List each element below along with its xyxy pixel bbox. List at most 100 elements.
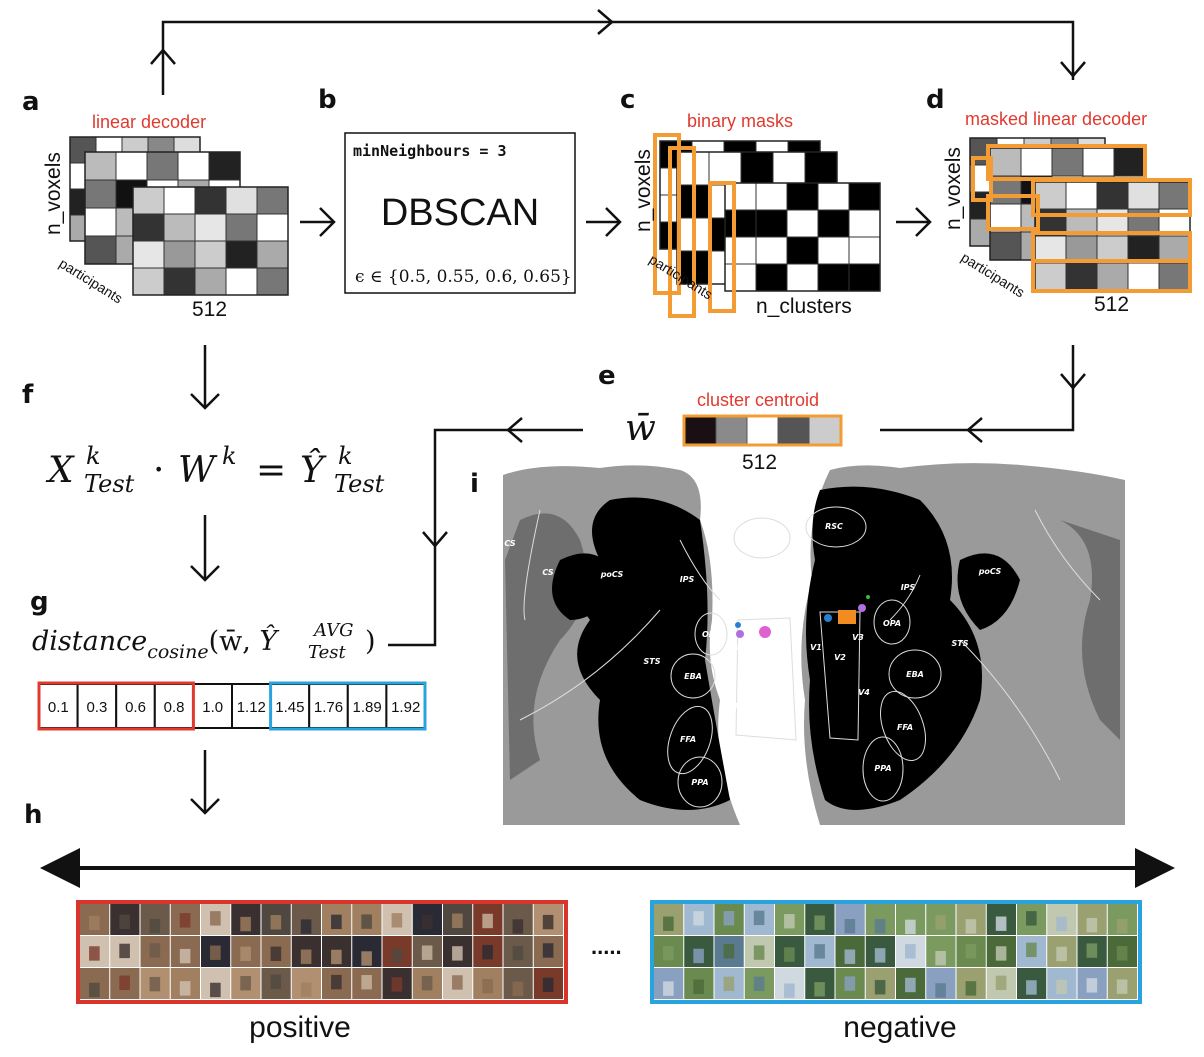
mid-matrix-cell: [84, 151, 117, 181]
thumbnail-detail: [784, 914, 795, 929]
thumbnail-detail: [179, 948, 191, 964]
distance-value: 1.0: [202, 699, 223, 716]
panel-label-f: f: [22, 380, 34, 410]
grid-border: [76, 900, 568, 1004]
thumbnail-detail: [1086, 917, 1098, 933]
mid-mask-cell: [740, 151, 774, 186]
thumbnail-detail: [331, 949, 342, 965]
roi-label: poCS: [978, 567, 1002, 576]
panel-label-e: e: [598, 361, 616, 391]
arrow-f-to-g: [190, 515, 220, 582]
front-matrix-cell: [163, 213, 196, 242]
arrow-e-to-g: [388, 417, 583, 647]
front-masked-cell: [1065, 262, 1098, 291]
front-matrix-cell: [256, 213, 289, 242]
thumbnail-detail: [723, 976, 735, 992]
dbscan-box: [344, 132, 576, 294]
front-mask-cell: [724, 263, 757, 292]
thumbnail-detail: [1086, 978, 1098, 993]
roi-label: V3: [852, 633, 864, 642]
thumbnail-detail: [874, 980, 886, 995]
distance-cell: [308, 683, 349, 729]
distance-value: 1.76: [314, 699, 343, 716]
thumbnail-detail: [89, 915, 100, 931]
front-matrix-cell: [194, 267, 227, 296]
centroid-size-512: 512: [742, 451, 777, 474]
distance-cell: [231, 683, 272, 729]
front-matrix-cell: [132, 240, 165, 269]
front-matrix-cell: [256, 186, 289, 215]
cluster-mask-column: [708, 181, 736, 313]
thumbnail-detail: [1026, 911, 1037, 926]
mid-matrix-cell: [208, 151, 241, 181]
thumbnail-detail: [210, 945, 221, 960]
mid-masked-cell: [989, 231, 1022, 261]
thumbnail-detail: [723, 944, 735, 959]
y-axis-n-voxels-c: n_voxels: [632, 149, 655, 232]
positive-bracket: [37, 681, 195, 731]
front-masked-cell: [1034, 235, 1067, 264]
linear-decoder-title: linear decoder: [92, 112, 206, 132]
thumbnail-detail: [270, 974, 282, 990]
binary-mask-matrices: [653, 133, 881, 318]
thumbnail-detail: [1086, 943, 1098, 958]
cluster-centroid-vector: [682, 414, 843, 447]
distance-value: 0.8: [164, 699, 185, 716]
thumbnail-detail: [482, 944, 493, 960]
thumbnail-detail: [1116, 979, 1128, 994]
distance-table: 0.1 0.3 0.6 0.8 1.0 1.12 1.45 1.76 1.89 1.92: [37, 681, 427, 731]
thumbnail-detail: [240, 916, 251, 932]
thumbnail-detail: [1056, 946, 1067, 962]
thumbnail-detail: [270, 915, 282, 930]
roi-label: V2: [754, 677, 766, 686]
roi-label: STS: [644, 657, 661, 666]
front-mask-cell: [724, 182, 757, 211]
front-masked-cell: [1158, 262, 1191, 291]
roi-labels: RSC RSC CS CS poCS poCS IPS IPS OPA OPA STS STS EBA E…: [504, 522, 1001, 787]
thumbnail-detail: [452, 975, 463, 990]
centroid-cell: [684, 416, 717, 445]
thumbnail-detail: [391, 913, 403, 928]
thumbnail-detail: [905, 919, 916, 935]
masked-decoder-matrices: [969, 137, 1192, 293]
front-masked-cell: [1127, 235, 1160, 264]
thumbnail-detail: [814, 982, 825, 997]
thumbnail-detail: [844, 919, 856, 934]
linear-decoder-matrices: [69, 136, 289, 296]
roi-label: EBA: [684, 672, 702, 681]
thumbnail-detail: [935, 983, 946, 998]
y-axis-n-voxels-d: n_voxels: [942, 147, 965, 230]
thumbnail-detail: [1056, 916, 1067, 932]
roi-label: STS: [952, 639, 969, 648]
arrow-b-to-c: [586, 207, 622, 237]
panel-label-b: b: [318, 85, 337, 115]
front-mask-cell: [786, 209, 819, 238]
roi-label: V4: [726, 702, 738, 711]
front-mask-cell: [755, 209, 788, 238]
thumbnail-detail: [844, 949, 856, 964]
front-matrix-cell: [225, 240, 258, 269]
front-matrix-cell: [225, 267, 258, 296]
thumbnail-detail: [210, 911, 221, 926]
front-mask-cell: [817, 209, 850, 238]
mid-masked-cell: [1051, 147, 1084, 177]
distance-value: 1.92: [391, 699, 420, 716]
thumbnail-detail: [663, 945, 674, 961]
cortical-flatmap: RSC RSC CS CS poCS poCS IPS IPS OPA OPA STS STS EBA E…: [503, 463, 1125, 825]
thumbnail-detail: [814, 915, 825, 930]
panel-label-a: a: [22, 87, 40, 117]
thumbnail-detail: [452, 913, 463, 928]
grid-border: [650, 900, 1142, 1004]
w-bar-symbol: w̄: [625, 408, 656, 449]
arrow-a-to-b: [300, 207, 336, 237]
roi-label: RSC: [751, 534, 769, 543]
arrow-g-to-h: [190, 750, 220, 815]
thumbnail-detail: [331, 974, 342, 990]
thumbnail-detail: [452, 946, 463, 961]
thumbnail-detail: [240, 976, 251, 991]
mid-matrix-cell: [84, 207, 117, 237]
thumbnail-detail: [179, 981, 191, 996]
roi-label: RSC: [825, 522, 843, 531]
min-neighbours-param: minNeighbours = 3: [353, 142, 507, 160]
centroid-cell: [715, 416, 748, 445]
